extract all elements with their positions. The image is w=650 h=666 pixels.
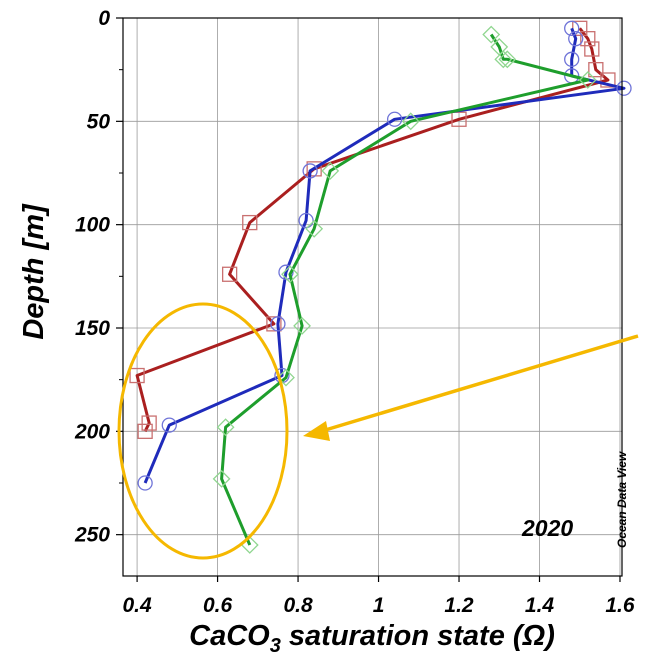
arrow-shaft [321, 334, 639, 433]
data-point-circle [616, 80, 632, 96]
data-point-circle [564, 51, 580, 67]
data-point-diamond [293, 317, 311, 335]
x-tick-label: 1.6 [605, 594, 635, 617]
data-point-circle [278, 264, 294, 280]
x-tick-label: 1.4 [525, 594, 555, 617]
y-tick-label: 250 [74, 524, 110, 547]
axis-ticks: 0.4 0.6 0.8 1 1.2 1.4 1.6 0 50 100 150 200 250 [74, 7, 635, 617]
data-point-circle [302, 163, 318, 179]
x-axis-label-main: CaCO [189, 620, 270, 652]
data-point-square [600, 72, 616, 88]
year-label: 2020 [521, 515, 573, 541]
y-tick-label: 0 [98, 7, 110, 30]
data-point-circle [298, 212, 314, 229]
data-point-square [221, 266, 238, 282]
y-tick-label: 200 [74, 420, 110, 443]
grid [123, 17, 622, 576]
data-point-square [451, 111, 467, 127]
data-point-diamond [277, 368, 295, 387]
data-point-circle [137, 475, 153, 491]
y-tick-label: 150 [75, 317, 110, 340]
series-line [143, 27, 626, 484]
data-point-square [141, 415, 157, 431]
x-axis-label-subscript: 3 [270, 635, 281, 657]
data-point-diamond [498, 50, 517, 69]
y-axis-label: Depth [m] [18, 203, 50, 340]
data-point-circle [161, 417, 177, 433]
data-point-diamond [494, 50, 513, 69]
x-tick-label: 0.4 [122, 594, 152, 617]
series-diamond [212, 25, 597, 554]
y-tick-label: 100 [75, 214, 110, 237]
data-point-square [580, 31, 596, 47]
data-point-circle [564, 20, 580, 36]
series-line [220, 33, 590, 546]
x-tick-label: 1.2 [444, 594, 474, 617]
data-point-diamond [281, 265, 299, 284]
series-line [135, 27, 610, 432]
data-point-square [588, 62, 604, 78]
data-point-circle [270, 316, 286, 332]
data-point-circle [386, 111, 403, 127]
data-point-diamond [578, 71, 597, 89]
x-tick-label: 0.6 [203, 594, 233, 617]
data-point-square [137, 423, 153, 439]
arrow-head [303, 421, 330, 441]
x-tick-label: 0.8 [283, 594, 313, 617]
plot-frame [122, 17, 623, 577]
highlight-arrow [303, 334, 639, 441]
watermark-text: Ocean Data View [615, 451, 629, 548]
data-point-diamond [212, 469, 231, 488]
data-point-square [242, 214, 258, 231]
x-tick-label: 1 [373, 594, 385, 617]
x-axis-label-rest: saturation state (Ω) [281, 620, 555, 652]
data-point-square [129, 367, 145, 384]
x-axis-label: CaCO3 saturation state (Ω) [189, 620, 555, 657]
data-point-diamond [482, 25, 501, 44]
data-point-diamond [305, 219, 324, 238]
data-point-square [584, 41, 600, 57]
data-point-square [266, 316, 282, 332]
highlight-ellipse [117, 302, 289, 560]
series-layer [129, 20, 632, 554]
data-point-diamond [216, 418, 235, 437]
series-circle [137, 20, 632, 491]
y-tick-label: 50 [87, 110, 111, 133]
data-point-circle [568, 31, 584, 47]
data-point-diamond [321, 162, 340, 180]
data-point-diamond [401, 112, 420, 131]
series-square [129, 20, 616, 439]
